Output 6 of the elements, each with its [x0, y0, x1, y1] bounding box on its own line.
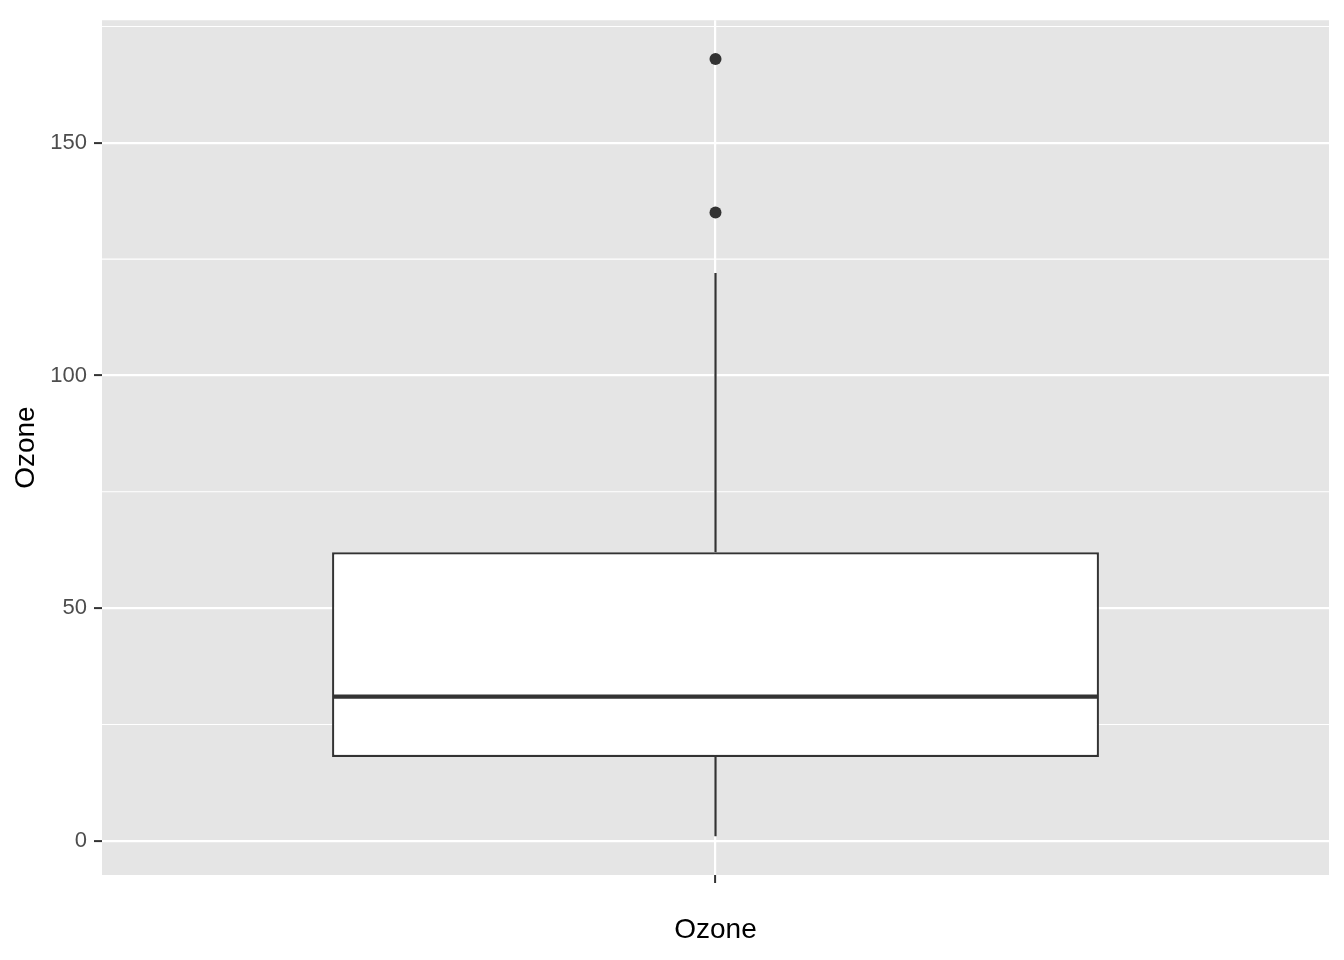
y-tick-label: 150	[50, 128, 87, 154]
y-tick-label: 50	[62, 594, 87, 620]
y-axis-title: Ozone	[8, 406, 40, 489]
y-tick-label: 0	[74, 826, 87, 852]
x-axis-title: Ozone	[674, 912, 757, 944]
y-tick-label: 100	[50, 361, 87, 387]
